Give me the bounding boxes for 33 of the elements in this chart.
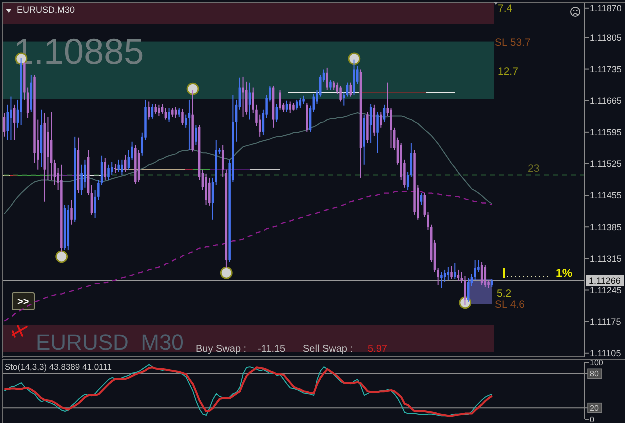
chart-title: Sto(14,3,3) 43.8389 41.0111 xyxy=(5,362,112,372)
annotation: Buy Swap : xyxy=(196,344,247,355)
annotation: 1.10885 xyxy=(14,31,144,72)
y-tick-label: 80 xyxy=(590,370,600,379)
y-tick-label: 1.11595 xyxy=(590,128,622,138)
y-tick-label: 1.11525 xyxy=(590,159,622,170)
y-tick-label: 0 xyxy=(590,415,595,423)
y-tick-label: 1.11315 xyxy=(590,254,622,264)
y-tick-label: 1.11735 xyxy=(590,64,622,74)
chart-title: EURUSD,M30 xyxy=(17,5,76,15)
text: 12.7 xyxy=(498,66,519,78)
y-tick-label: 1.11385 xyxy=(590,222,622,232)
text: 1% xyxy=(556,268,573,280)
annotation: Sell Swap : xyxy=(303,344,354,355)
y-tick-label: 1.11870 xyxy=(590,4,622,14)
y-tick-label: 20 xyxy=(590,404,600,413)
annotation: -11.15 xyxy=(258,344,286,355)
y-tick-label: 1.11175 xyxy=(590,316,622,327)
annotation: >> xyxy=(18,297,30,308)
ref-line-label: 1.11266 xyxy=(589,276,621,286)
text: SL 4.6 xyxy=(495,299,526,311)
annotation: 5.97 xyxy=(368,344,388,355)
text: SL 53.7 xyxy=(495,37,531,49)
y-tick-label: 1.11105 xyxy=(590,348,622,359)
y-tick-label: 100 xyxy=(590,358,604,368)
text: 7.4 xyxy=(498,3,513,15)
text: 5.2 xyxy=(497,288,512,300)
y-tick-label: 1.11245 xyxy=(590,285,622,296)
y-tick-label: 1.11665 xyxy=(590,96,622,106)
y-tick-label: 1.11455 xyxy=(590,190,622,201)
annotation: EURUSD M30 xyxy=(36,330,184,355)
y-tick-label: 1.11805 xyxy=(590,32,622,43)
text: 23 xyxy=(528,163,540,175)
